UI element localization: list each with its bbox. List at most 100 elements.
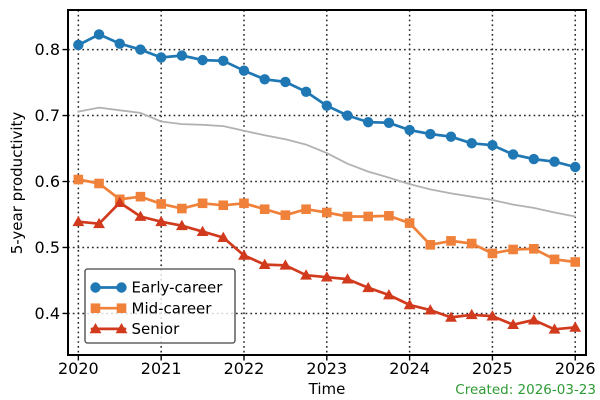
- mid-career-marker: [466, 238, 477, 249]
- senior-marker: [134, 210, 147, 221]
- mid-career-marker: [508, 244, 518, 255]
- senior-marker: [196, 225, 209, 237]
- senior-marker: [507, 318, 520, 330]
- mid-career-marker: [487, 248, 498, 259]
- early-career-marker: [570, 161, 581, 173]
- senior-marker: [341, 273, 354, 284]
- mid-career-marker: [135, 191, 146, 202]
- early-career-marker: [73, 39, 84, 51]
- senior-marker: [300, 269, 312, 280]
- senior-marker: [258, 258, 271, 270]
- x-tick-label-2020: 2020: [58, 359, 99, 378]
- x-tick-label-2025: 2025: [472, 359, 513, 378]
- senior-marker: [238, 249, 250, 260]
- x-tick-label-2021: 2021: [141, 359, 182, 378]
- early-career-marker: [528, 153, 540, 165]
- early-career-marker: [404, 124, 415, 136]
- mid-career-marker: [425, 240, 436, 250]
- legend-circle-marker: [90, 282, 101, 293]
- plot-frame: [67, 9, 587, 356]
- legend-label-mid-career: Mid-career: [132, 299, 213, 317]
- mid-career-marker: [529, 243, 539, 254]
- senior-marker: [93, 217, 105, 229]
- senior-marker: [279, 259, 292, 270]
- early-career-marker: [259, 74, 270, 85]
- senior-marker: [217, 231, 230, 242]
- senior-marker: [445, 311, 457, 322]
- mid-career-marker: [570, 257, 581, 267]
- legend-triangle-marker: [115, 323, 128, 334]
- y-tick-label-0.5: 0.5: [35, 238, 60, 257]
- early-career-marker: [300, 86, 312, 97]
- series-mid-career: [73, 174, 581, 267]
- legend-label-senior: Senior: [132, 320, 181, 338]
- senior-marker: [465, 308, 478, 320]
- senior-marker: [548, 323, 561, 334]
- early-career-marker: [197, 54, 208, 66]
- mid-career-marker: [446, 236, 456, 246]
- mid-career-marker: [549, 254, 560, 265]
- x-tick-label-2024: 2024: [389, 359, 430, 378]
- senior-marker: [486, 310, 499, 321]
- early-career-marker: [466, 138, 477, 149]
- series-early-career: [73, 29, 581, 173]
- mid-career-marker: [94, 178, 104, 189]
- series-senior: [72, 196, 582, 334]
- mid-career-marker: [177, 203, 187, 214]
- axis-ticks: [62, 48, 576, 361]
- y-tick-label-0.8: 0.8: [35, 40, 60, 59]
- early-career-marker: [135, 44, 146, 55]
- legend: Early-career Mid-career Senior: [84, 268, 236, 344]
- early-career-marker: [362, 116, 374, 128]
- early-career-marker: [342, 110, 353, 121]
- mid-career-marker: [156, 199, 166, 209]
- senior-marker: [320, 271, 333, 282]
- early-career-marker: [383, 117, 395, 129]
- senior-marker: [155, 215, 168, 227]
- early-career-marker: [155, 52, 167, 63]
- x-tick-label-2026: 2026: [555, 359, 596, 378]
- early-career-marker: [321, 100, 332, 111]
- senior-marker: [569, 321, 582, 332]
- early-career-marker: [445, 131, 457, 142]
- legend-entry-mid-career: Mid-career: [90, 299, 213, 317]
- x-tick-label-2023: 2023: [306, 359, 347, 378]
- early-career-marker: [176, 50, 188, 61]
- legend-entry-early-career: Early-career: [90, 279, 223, 297]
- y-axis-label: 5-year productivity: [8, 111, 26, 255]
- senior-marker: [403, 298, 416, 310]
- legend-square-marker: [90, 303, 101, 313]
- early-career-marker: [280, 76, 291, 88]
- mid-career-marker: [73, 174, 84, 185]
- y-tick-label-0.6: 0.6: [35, 172, 60, 191]
- senior-marker: [527, 314, 540, 325]
- legend-square-marker: [116, 303, 127, 313]
- mid-career-marker: [363, 211, 373, 222]
- legend-triangle-marker: [89, 323, 102, 334]
- senior-marker: [72, 215, 85, 227]
- senior-marker: [113, 196, 126, 208]
- legend-entry-senior: Senior: [89, 320, 181, 338]
- x-axis-label: Time: [308, 380, 346, 398]
- senior-marker: [383, 289, 395, 300]
- mid-career-marker: [259, 204, 270, 215]
- early-career-marker: [487, 140, 498, 151]
- mid-career-marker: [197, 198, 208, 209]
- mid-career-marker: [321, 207, 332, 218]
- senior-marker: [362, 281, 375, 293]
- early-career-marker: [507, 149, 519, 160]
- mid-career-marker: [384, 211, 394, 221]
- senior-marker: [424, 304, 437, 315]
- mid-career-marker: [218, 200, 229, 211]
- series-unlabeled-reference: [77, 106, 577, 218]
- early-career-marker: [425, 128, 436, 140]
- series-unlabeled-reference-line: [77, 106, 577, 218]
- mid-career-marker: [342, 211, 353, 222]
- early-career-marker: [114, 38, 125, 49]
- created-timestamp: Created: 2026-03-23: [455, 382, 596, 398]
- tick-labels: 2020 2021 2022 2023 2024 2025 2026 0.4 0.5 0.6 0.7…: [35, 40, 596, 378]
- mid-career-marker: [239, 198, 249, 209]
- early-career-marker: [549, 156, 560, 167]
